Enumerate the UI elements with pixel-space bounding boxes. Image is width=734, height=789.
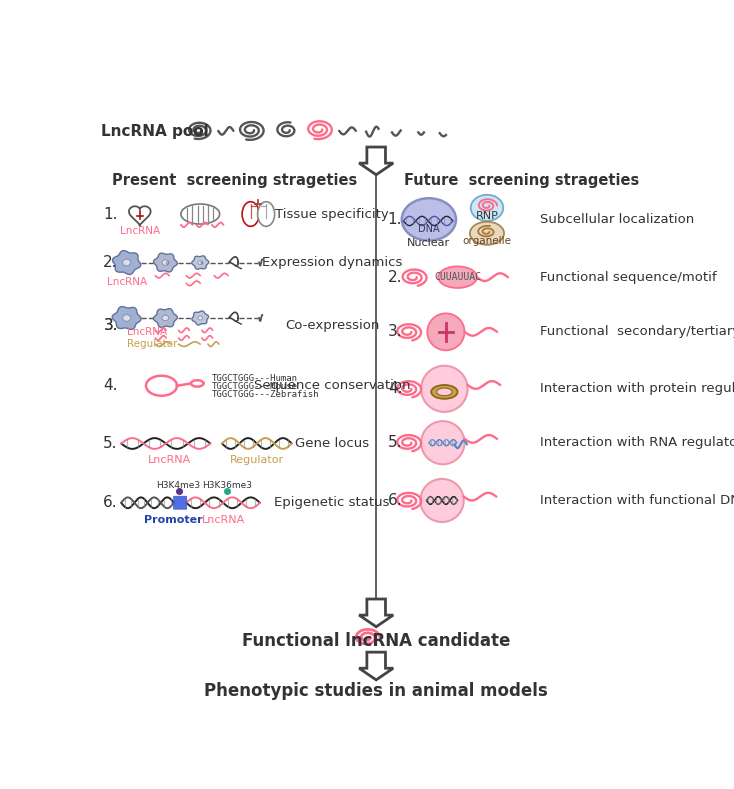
Polygon shape bbox=[153, 253, 178, 272]
Text: LncRNA: LncRNA bbox=[120, 226, 160, 236]
Polygon shape bbox=[359, 653, 393, 680]
Text: Interaction with RNA regulator: Interaction with RNA regulator bbox=[539, 436, 734, 449]
Ellipse shape bbox=[198, 316, 203, 320]
Polygon shape bbox=[192, 311, 208, 325]
Polygon shape bbox=[359, 147, 393, 174]
Text: LncRNA: LncRNA bbox=[202, 514, 245, 525]
Text: 4.: 4. bbox=[103, 378, 118, 393]
Text: Interaction with functional DNA element: Interaction with functional DNA element bbox=[539, 494, 734, 507]
Polygon shape bbox=[359, 599, 393, 626]
Text: LncRNA: LncRNA bbox=[127, 327, 167, 337]
Text: Gene locus: Gene locus bbox=[295, 437, 369, 450]
Text: organelle: organelle bbox=[462, 236, 512, 246]
Text: Regulator: Regulator bbox=[127, 339, 177, 350]
Text: 3.: 3. bbox=[388, 324, 402, 339]
Text: CUUAUUAC: CUUAUUAC bbox=[434, 272, 481, 282]
Text: DNA: DNA bbox=[418, 223, 440, 234]
Ellipse shape bbox=[198, 260, 203, 264]
Text: 5.: 5. bbox=[103, 436, 118, 451]
Text: 1.: 1. bbox=[388, 212, 402, 227]
Text: TGGCTGGG---Zebrafish: TGGCTGGG---Zebrafish bbox=[212, 391, 319, 399]
Text: Interaction with protein regulator: Interaction with protein regulator bbox=[539, 383, 734, 395]
Ellipse shape bbox=[258, 202, 275, 226]
Text: 6.: 6. bbox=[103, 495, 118, 510]
Text: 2.: 2. bbox=[388, 270, 402, 285]
Ellipse shape bbox=[181, 204, 219, 224]
Ellipse shape bbox=[123, 315, 131, 321]
Text: Co-expression: Co-expression bbox=[285, 320, 379, 332]
Ellipse shape bbox=[401, 198, 456, 241]
Text: LncRNA: LncRNA bbox=[106, 277, 147, 286]
Circle shape bbox=[427, 313, 465, 350]
Text: LncRNA pool: LncRNA pool bbox=[101, 124, 208, 139]
Text: 3.: 3. bbox=[103, 318, 118, 333]
Text: Functional  secondary/tertiary structure: Functional secondary/tertiary structure bbox=[539, 325, 734, 338]
Polygon shape bbox=[112, 251, 141, 275]
Ellipse shape bbox=[123, 260, 131, 266]
Text: Nuclear: Nuclear bbox=[407, 237, 451, 248]
Text: 3.: 3. bbox=[103, 318, 118, 333]
Text: Future  screening strageties: Future screening strageties bbox=[404, 174, 639, 189]
Text: TGGCTGGG---Human: TGGCTGGG---Human bbox=[212, 373, 298, 383]
Ellipse shape bbox=[438, 267, 477, 288]
Text: Present  screening strageties: Present screening strageties bbox=[112, 174, 357, 189]
Text: LncRNA: LncRNA bbox=[148, 455, 191, 466]
Polygon shape bbox=[153, 308, 178, 327]
Polygon shape bbox=[192, 256, 208, 269]
Ellipse shape bbox=[162, 316, 169, 320]
Polygon shape bbox=[112, 307, 141, 329]
Text: Sequence conservation: Sequence conservation bbox=[254, 380, 410, 392]
Ellipse shape bbox=[162, 260, 169, 265]
Circle shape bbox=[421, 479, 464, 522]
Text: 4.: 4. bbox=[388, 381, 402, 396]
Text: 1.: 1. bbox=[103, 207, 118, 222]
Text: Subcellular localization: Subcellular localization bbox=[539, 213, 694, 226]
Text: Phenotypic studies in animal models: Phenotypic studies in animal models bbox=[204, 682, 548, 701]
Text: H3K36me3: H3K36me3 bbox=[203, 481, 252, 490]
Text: H3K4me3: H3K4me3 bbox=[156, 481, 200, 490]
Circle shape bbox=[421, 421, 465, 464]
Text: Regulator: Regulator bbox=[230, 455, 284, 466]
Text: Functional lncRNA candidate: Functional lncRNA candidate bbox=[242, 632, 510, 650]
Text: 6.: 6. bbox=[388, 493, 402, 508]
Text: Expression dynamics: Expression dynamics bbox=[262, 256, 402, 269]
Text: Functional sequence/motif: Functional sequence/motif bbox=[539, 271, 716, 284]
Ellipse shape bbox=[431, 385, 457, 398]
Text: TGGCTGGG---Mouse: TGGCTGGG---Mouse bbox=[212, 382, 298, 391]
Text: 5.: 5. bbox=[388, 436, 402, 451]
Ellipse shape bbox=[470, 222, 504, 245]
Text: Tissue specificity: Tissue specificity bbox=[275, 208, 389, 221]
Circle shape bbox=[421, 366, 468, 412]
Ellipse shape bbox=[437, 388, 452, 396]
Ellipse shape bbox=[242, 202, 259, 226]
Ellipse shape bbox=[470, 195, 504, 221]
FancyBboxPatch shape bbox=[173, 495, 187, 510]
Text: RNP: RNP bbox=[476, 211, 498, 221]
Text: Promoter: Promoter bbox=[144, 514, 203, 525]
Text: 2.: 2. bbox=[103, 255, 118, 270]
Text: Epigenetic status: Epigenetic status bbox=[275, 496, 390, 509]
